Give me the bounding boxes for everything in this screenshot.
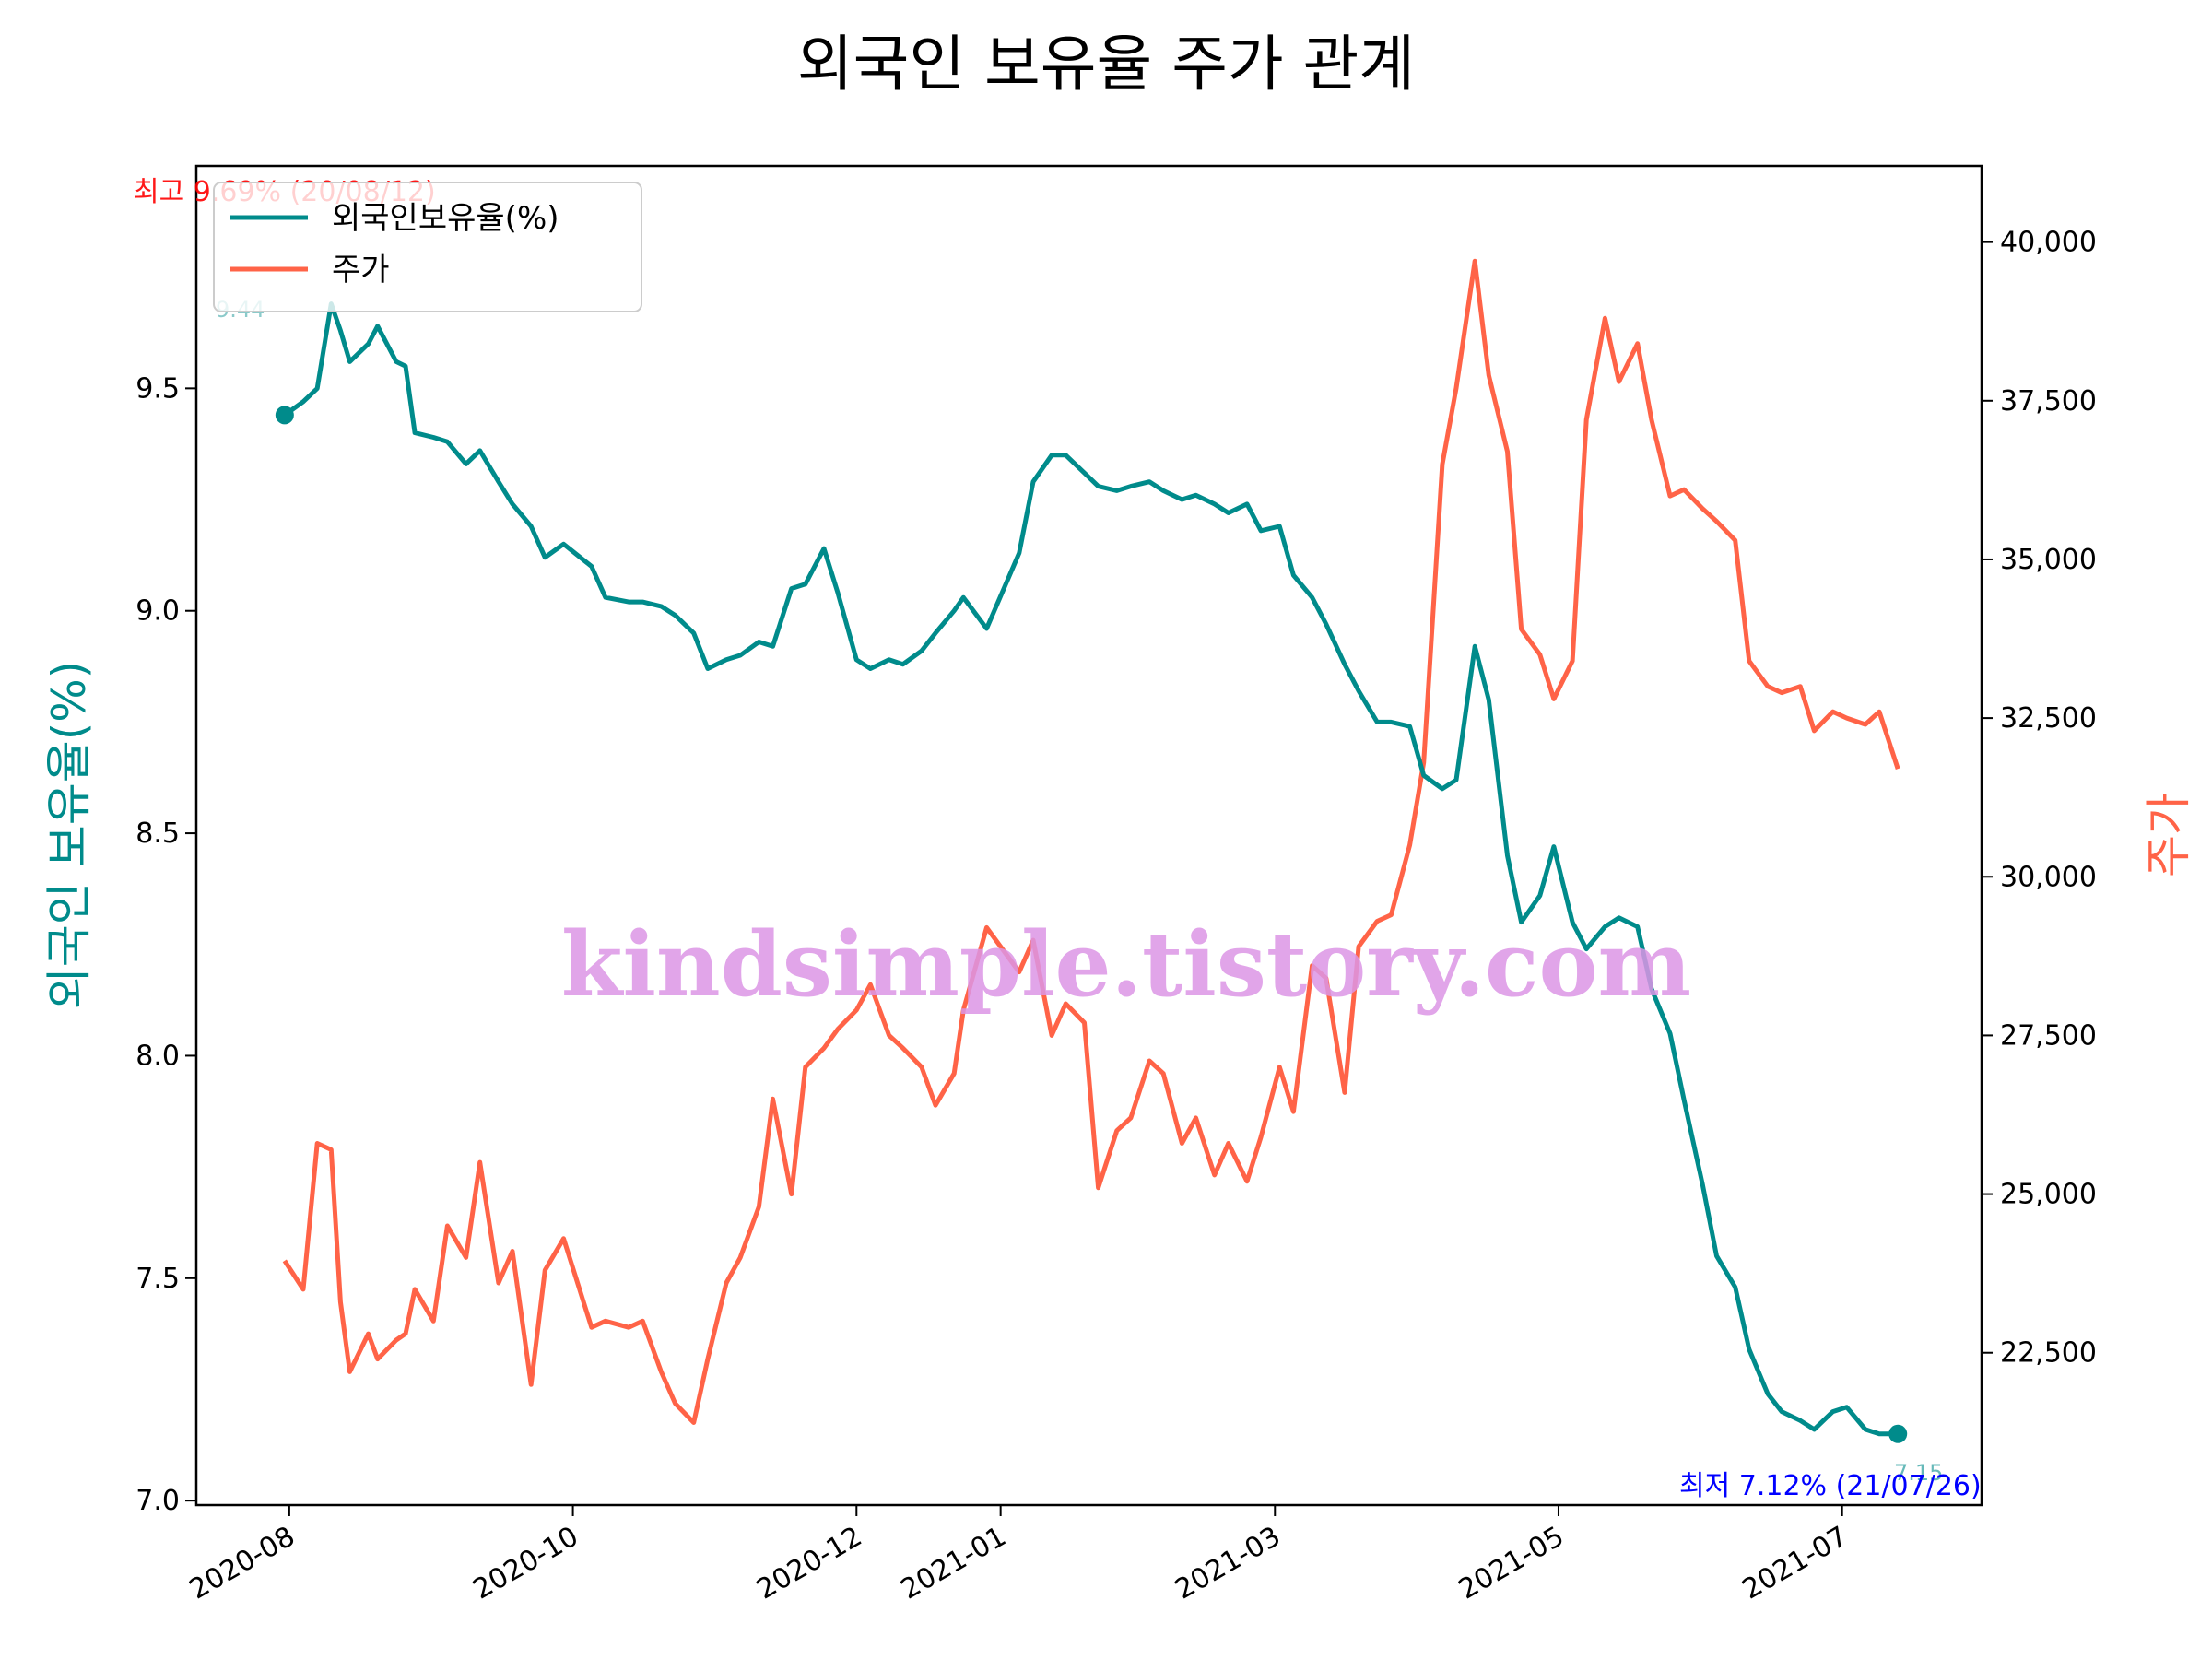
series-line-foreign-ratio bbox=[283, 301, 1899, 1437]
y-right-tick-label: 32,500 bbox=[2000, 702, 2097, 735]
x-tick-label: 2020-10 bbox=[468, 1521, 584, 1606]
min-annotation: 최저 7.12% (21/07/26) bbox=[1679, 1470, 1982, 1502]
end-value-label: 7.15 bbox=[1894, 1460, 1943, 1486]
x-tick-label: 2020-08 bbox=[184, 1521, 300, 1606]
y-axis-right: 22,500 25,000 27,500 30,000 32,500 35,000 37,5… bbox=[1982, 227, 2097, 1370]
y-right-tick-label: 30,000 bbox=[2000, 861, 2097, 893]
y-left-tick-label: 9.0 bbox=[135, 595, 180, 628]
x-tick-label: 2021-01 bbox=[896, 1521, 1012, 1606]
legend-label-foreign-ratio: 외국인보유율(%) bbox=[332, 200, 559, 237]
y-right-tick-label: 40,000 bbox=[2000, 227, 2097, 259]
legend: 외국인보유율(%) 주가 bbox=[213, 182, 642, 312]
y-left-tick-label: 7.5 bbox=[135, 1263, 180, 1295]
x-axis: 2020-08 2020-10 2020-12 2021-01 2021-03 2021-… bbox=[184, 1505, 1853, 1606]
y-right-tick-label: 25,000 bbox=[2000, 1179, 2097, 1211]
chart-title: 외국인 보유율 주가 관계 bbox=[797, 29, 1415, 100]
x-tick-label: 2021-07 bbox=[1737, 1521, 1853, 1606]
plot-area bbox=[194, 164, 1983, 1507]
x-tick-label: 2021-05 bbox=[1453, 1521, 1570, 1606]
y-axis-left: 7.0 7.5 8.0 8.5 9.0 9.5 bbox=[135, 372, 196, 1517]
y-axis-left-label: 외국인 보유율(%) bbox=[42, 661, 96, 1009]
watermark: kindsimple.tistory.com bbox=[561, 912, 1691, 1017]
y-right-tick-label: 27,500 bbox=[2000, 1019, 2097, 1052]
y-right-tick-label: 35,000 bbox=[2000, 544, 2097, 576]
x-tick-label: 2021-03 bbox=[1170, 1521, 1286, 1606]
y-left-tick-label: 8.5 bbox=[135, 818, 180, 850]
start-point-marker bbox=[275, 406, 294, 425]
y-right-tick-label: 22,500 bbox=[2000, 1337, 2097, 1370]
y-left-tick-label: 9.5 bbox=[135, 372, 180, 405]
x-tick-label: 2020-12 bbox=[751, 1521, 867, 1606]
y-axis-right-label: 주가 bbox=[2142, 793, 2195, 877]
plot-frame bbox=[194, 164, 1983, 1507]
legend-label-price: 주가 bbox=[332, 252, 390, 288]
end-point-marker bbox=[1888, 1424, 1908, 1443]
y-left-tick-label: 8.0 bbox=[135, 1040, 180, 1072]
y-right-tick-label: 37,500 bbox=[2000, 385, 2097, 418]
legend-box bbox=[213, 182, 642, 312]
series-lines bbox=[282, 258, 1900, 1437]
y-left-tick-label: 7.0 bbox=[135, 1485, 180, 1517]
series-line-price bbox=[282, 258, 1900, 1425]
